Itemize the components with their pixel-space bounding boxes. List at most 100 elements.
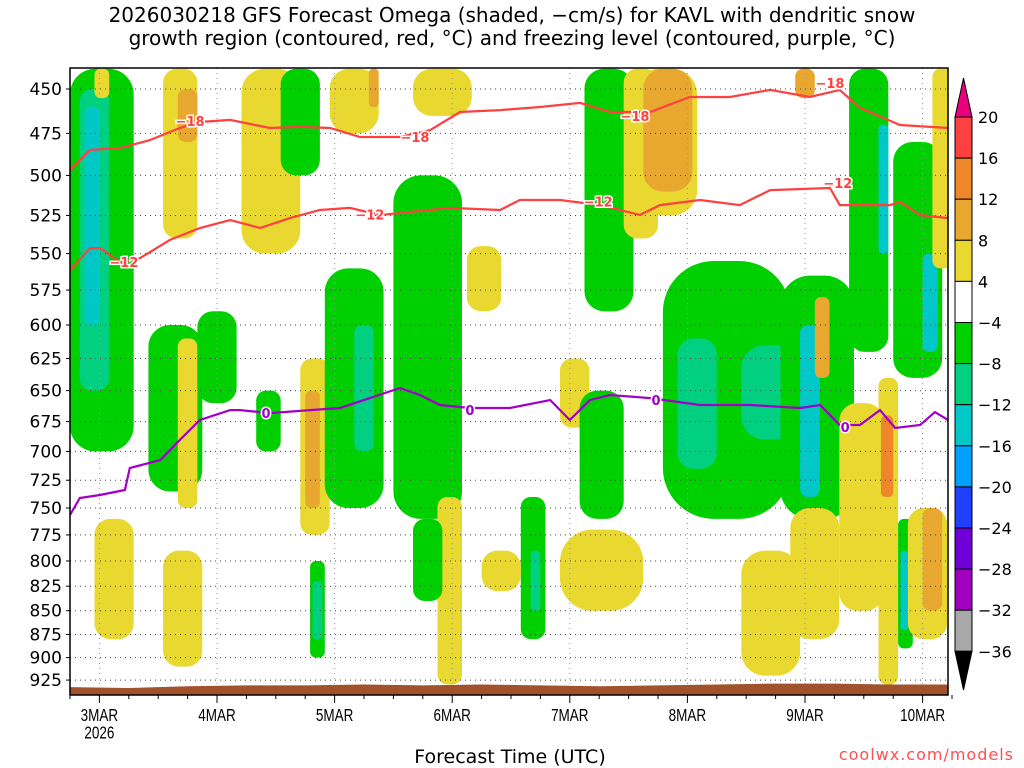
contour-label: −18 bbox=[620, 110, 649, 125]
colorbar-box bbox=[954, 322, 973, 365]
omega-shade-area bbox=[790, 508, 840, 640]
y-tick-label: 500 bbox=[30, 166, 62, 186]
colorbar-over-triangle bbox=[954, 77, 973, 118]
omega-shade-area bbox=[741, 550, 801, 676]
colorbar-box bbox=[954, 404, 973, 447]
watermark: coolwx.com/models bbox=[838, 745, 1014, 764]
colorbar-box bbox=[954, 116, 973, 159]
x-tick-label: 6MAR bbox=[433, 707, 470, 726]
omega-shade-area bbox=[932, 68, 948, 269]
y-tick-label: 725 bbox=[30, 471, 62, 491]
omega-shade-area bbox=[800, 324, 820, 498]
y-tick-label: 475 bbox=[30, 124, 62, 144]
omega-shade-area bbox=[324, 268, 384, 509]
omega-shade-area bbox=[94, 518, 134, 640]
omega-shade-area bbox=[584, 68, 634, 312]
y-tick-label: 925 bbox=[30, 671, 62, 691]
x-tick-label: 4MAR bbox=[198, 707, 235, 726]
colorbar-box bbox=[954, 280, 973, 323]
y-tick-label: 575 bbox=[30, 281, 62, 301]
colorbar-label: −32 bbox=[978, 601, 1012, 620]
omega-shade-area bbox=[579, 390, 624, 519]
contour-label: 0 bbox=[841, 421, 850, 436]
colorbar-label: −28 bbox=[978, 560, 1012, 579]
colorbar-box bbox=[954, 568, 973, 611]
omega-shade-area bbox=[922, 253, 938, 352]
contour-label: −12 bbox=[109, 256, 138, 271]
colorbar-label: −4 bbox=[978, 314, 1002, 333]
omega-shade-area bbox=[880, 415, 894, 498]
x-tick-label: 3MAR bbox=[81, 707, 118, 726]
omega-shade-area bbox=[354, 324, 374, 452]
omega-shade-area bbox=[413, 68, 472, 116]
y-tick-label: 675 bbox=[30, 413, 62, 433]
omega-shade-area bbox=[84, 107, 100, 325]
colorbar-box bbox=[954, 363, 973, 406]
colorbar-label: 8 bbox=[978, 231, 988, 250]
colorbar-box bbox=[954, 609, 973, 652]
omega-shade-area bbox=[163, 550, 203, 667]
omega-shade-area bbox=[177, 89, 198, 142]
colorbar-label: 16 bbox=[978, 149, 998, 168]
omega-shade-area bbox=[177, 338, 198, 509]
omega-shade-area bbox=[900, 550, 908, 630]
plot-frame bbox=[69, 67, 949, 696]
omega-shade-area bbox=[878, 124, 889, 254]
x-tick-sublabel: 2026 bbox=[84, 724, 114, 743]
colorbar-label: −20 bbox=[978, 478, 1012, 497]
colorbar-label: −8 bbox=[978, 355, 1002, 374]
y-tick-label: 625 bbox=[30, 349, 62, 369]
contour-label: 0 bbox=[465, 404, 474, 419]
x-tick-label: 7MAR bbox=[551, 707, 588, 726]
y-tick-label: 750 bbox=[30, 499, 62, 519]
y-tick-label: 825 bbox=[30, 577, 62, 597]
contour-label: −18 bbox=[400, 131, 429, 146]
colorbar-label: 12 bbox=[978, 190, 998, 209]
y-tick-label: 550 bbox=[30, 245, 62, 265]
omega-shade-area bbox=[280, 68, 320, 176]
omega-shade-area bbox=[329, 68, 379, 134]
colorbar-label: 4 bbox=[978, 272, 988, 291]
y-tick-label: 450 bbox=[30, 80, 62, 100]
contour-line bbox=[70, 186, 948, 271]
omega-shade-area bbox=[466, 246, 502, 312]
terrain-surface bbox=[70, 683, 948, 695]
x-axis-label: Forecast Time (UTC) bbox=[414, 746, 606, 768]
colorbar-label: −12 bbox=[978, 396, 1012, 415]
omega-shade-area bbox=[393, 175, 462, 519]
omega-shade-area bbox=[368, 68, 379, 108]
colorbar-box bbox=[954, 239, 973, 282]
x-tick-label: 8MAR bbox=[669, 707, 706, 726]
colorbar-label: 20 bbox=[978, 108, 998, 127]
y-tick-label: 650 bbox=[30, 382, 62, 402]
colorbar-box bbox=[954, 486, 973, 529]
omega-shade-area bbox=[643, 68, 693, 192]
y-tick-label: 700 bbox=[30, 442, 62, 462]
colorbar-under-triangle bbox=[954, 650, 973, 691]
contour-label: −12 bbox=[823, 177, 852, 192]
contour-line bbox=[70, 88, 948, 171]
chart-title-line1: 2026030218 GFS Forecast Omega (shaded, −… bbox=[108, 3, 916, 27]
contour-label: 0 bbox=[261, 407, 270, 422]
contour-label: −18 bbox=[815, 77, 844, 92]
omega-shade-area bbox=[413, 518, 443, 601]
colorbar-box bbox=[954, 157, 973, 200]
chart-title-line2: growth region (contoured, red, °C) and f… bbox=[128, 26, 896, 50]
colorbar-box bbox=[954, 445, 973, 488]
omega-shade-area bbox=[94, 68, 110, 99]
colorbar-label: −16 bbox=[978, 437, 1012, 456]
omega-shade-area bbox=[839, 403, 884, 611]
omega-shade-area bbox=[197, 311, 237, 404]
omega-shade-area bbox=[256, 390, 281, 452]
omega-shade-area bbox=[814, 297, 830, 378]
omega-shade-area bbox=[437, 497, 462, 685]
omega-shade-area bbox=[305, 390, 320, 509]
y-tick-label: 600 bbox=[30, 316, 62, 336]
contour-label: −12 bbox=[584, 195, 613, 210]
contour-label: −12 bbox=[355, 209, 384, 224]
y-tick-label: 850 bbox=[30, 602, 62, 622]
omega-shade-area bbox=[530, 550, 541, 611]
x-tick-label: 5MAR bbox=[316, 707, 353, 726]
omega-shade-area bbox=[481, 550, 521, 592]
